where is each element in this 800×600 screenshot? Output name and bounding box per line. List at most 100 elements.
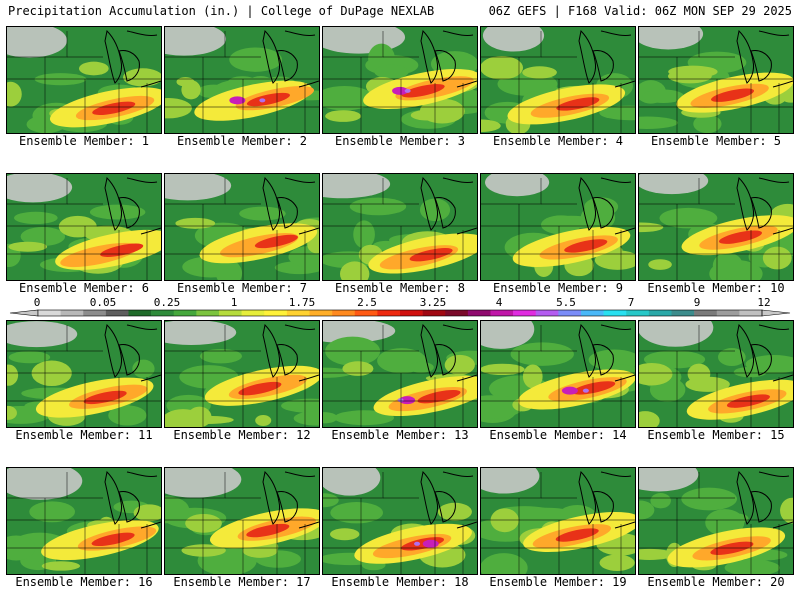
dry-area [482,27,545,52]
ensemble-member-label: Ensemble Member: 16 [15,575,153,589]
ensemble-member-label: Ensemble Member: 4 [492,134,624,148]
lake-michigan-outline [736,176,754,231]
lake-erie-outline [772,227,793,235]
dry-area [7,468,83,500]
ensemble-member-label: Ensemble Member: 13 [331,428,469,442]
colorbar-swatch [558,310,582,316]
lake-superior-outline [284,30,316,36]
lake-michigan-outline [420,176,438,231]
precip-core [401,84,445,98]
precip-core [572,381,616,395]
precip-blob [329,528,360,541]
dry-area [323,468,381,496]
precip-blob [481,55,524,80]
lake-erie-outline [456,374,477,382]
ensemble-member-label: Ensemble Member: 2 [176,134,308,148]
map-title: Precipitation Accumulation (in.) | Colle… [8,4,435,18]
colorbar-swatch [286,310,310,316]
precip-blob [342,361,374,376]
michigan-outline [592,197,614,229]
lake-superior-outline [126,177,158,183]
michigan-outline [434,50,456,82]
ensemble-member-label: Ensemble Member: 3 [334,134,466,148]
lake-michigan-outline [104,176,122,231]
ensemble-member-label: Ensemble Member: 15 [647,428,785,442]
lake-erie-outline [772,80,793,88]
precip-core [238,381,282,396]
precip-blob [339,261,370,280]
colorbar-swatch [196,310,220,316]
precip-max [259,98,266,103]
precip-max [422,539,439,548]
ensemble-map-14 [480,320,636,428]
precip-blob [780,497,793,524]
ensemble-map-12 [164,320,320,428]
precip-max [404,88,411,93]
lake-michigan-outline [420,323,438,378]
ensemble-member-label: Ensemble Member: 17 [173,575,311,589]
colorbar-tick-label: 5.5 [556,296,576,309]
michigan-outline [434,197,456,229]
precip-blob [687,363,711,385]
ensemble-map-16 [6,467,162,575]
precip-max [229,96,246,105]
colorbar-tick-label: 0.25 [153,296,181,309]
lake-superior-outline [442,471,474,477]
dry-area [7,321,78,348]
colorbar-swatch [219,310,242,316]
lake-superior-outline [758,30,790,36]
ensemble-member-label: Ensemble Member: 10 [647,281,785,295]
lake-erie-outline [614,80,635,88]
precip-blob [255,414,272,426]
ensemble-member-label: Ensemble Member: 9 [492,281,624,295]
lake-superior-outline [600,471,632,477]
precip-blob [7,81,22,107]
precip-max [397,398,404,403]
colorbar-swatch [739,310,763,316]
precip-blob [325,110,362,122]
ensemble-member-label: Ensemble Member: 11 [15,428,153,442]
ensemble-member-label: Ensemble Member: 5 [650,134,782,148]
michigan-outline [276,491,298,523]
colorbar-swatch [309,310,333,316]
precip-core [100,243,144,257]
colorbar-tick-label: 9 [693,296,701,309]
lake-superior-outline [600,30,632,36]
precip-blob [8,241,48,252]
precip-blob [199,348,243,364]
precip-blob [123,68,161,87]
lake-erie-outline [298,227,319,235]
precip-blob [175,217,216,229]
ensemble-map-4 [480,26,636,134]
precip-blob [334,410,394,426]
dry-area [639,468,699,492]
precip-blob [648,259,672,270]
lake-erie-outline [456,80,477,88]
precip-blob [165,98,192,119]
lake-michigan-outline [420,29,438,84]
precip-core [409,248,453,262]
lake-michigan-outline [578,176,596,231]
precip-blob [181,544,226,557]
precip-blob [323,493,339,508]
lake-erie-outline [140,521,161,529]
colorbar-swatch [694,310,718,316]
precip-core [710,88,755,102]
precip-blob [639,548,675,560]
precip-blob [681,487,737,511]
ensemble-map-3 [322,26,478,134]
colorbar-swatch [490,310,514,316]
precip-core [246,92,290,107]
lake-superior-outline [126,471,158,477]
precip-blob [132,359,155,378]
lake-erie-outline [298,80,319,88]
colorbar-swatch [241,310,265,316]
ensemble-map-9 [480,173,636,281]
colorbar-swatch [38,310,61,316]
precip-blob [323,412,338,424]
precip-blob [78,61,109,76]
lake-michigan-outline [578,29,596,84]
ensemble-map-15 [638,320,794,428]
colorbar-tick-label: 3.25 [419,296,447,309]
precip-max [582,388,589,393]
